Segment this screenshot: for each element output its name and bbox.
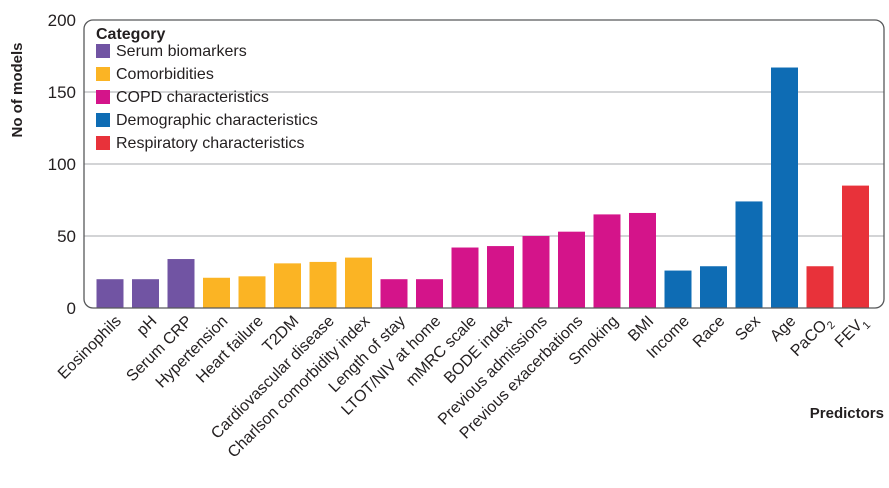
bar [416,279,443,308]
y-tick-label: 100 [48,155,76,174]
bar [380,279,408,308]
legend-label: COPD characteristics [116,89,269,106]
x-tick-label: Eosinophils [55,313,125,383]
bar [842,185,869,308]
x-tick-label: pH [134,313,160,339]
legend-swatch [96,67,110,81]
legend-label: Serum biomarkers [116,43,247,60]
legend-label: Respiratory characteristics [116,135,305,152]
bar [309,261,337,308]
x-tick-label: PaCO2 [788,313,838,363]
legend-swatch [96,113,110,127]
bar [487,246,514,308]
bar [735,201,763,308]
y-tick-label: 50 [57,227,76,246]
legend-title: Category [96,26,165,43]
bar [700,266,727,308]
legend-label: Demographic characteristics [116,112,318,129]
plot-border [83,19,885,309]
legend: Category Serum biomarkers Comorbidities CO… [96,26,318,152]
legend-label: Comorbidities [116,66,214,83]
bar [238,276,266,308]
x-axis-title: Predictors [810,405,884,422]
bar [203,277,230,308]
bar [806,266,834,308]
plot-frame [83,19,885,309]
bar [132,279,159,308]
bar [345,257,372,308]
bar [664,270,692,308]
bars [96,67,869,309]
bar [629,212,656,308]
bar [451,247,479,308]
bar [274,263,301,308]
x-tick-label-text: pH [134,313,160,339]
y-tick-label: 150 [48,83,76,102]
legend-swatch [96,44,110,58]
x-tick-label-text: Eosinophils [55,313,125,383]
x-tick-label-text: Sex [732,313,764,345]
bar [558,231,585,308]
legend-swatch [96,136,110,150]
y-tick-labels: 0 50 100 150 200 [48,11,76,318]
bar [593,214,621,308]
y-axis-title: No of models [9,42,26,137]
x-tick-label-text: Race [690,313,729,352]
x-tick-label: Sex [732,313,764,345]
x-tick-label: Race [690,313,729,352]
x-tick-label: FEV1 [832,313,873,354]
y-tick-label: 200 [48,11,76,30]
y-tick-label: 0 [67,299,76,318]
legend-swatch [96,90,110,104]
bar [522,236,550,308]
bar [771,67,798,309]
bar [167,259,195,308]
bar [96,279,124,308]
